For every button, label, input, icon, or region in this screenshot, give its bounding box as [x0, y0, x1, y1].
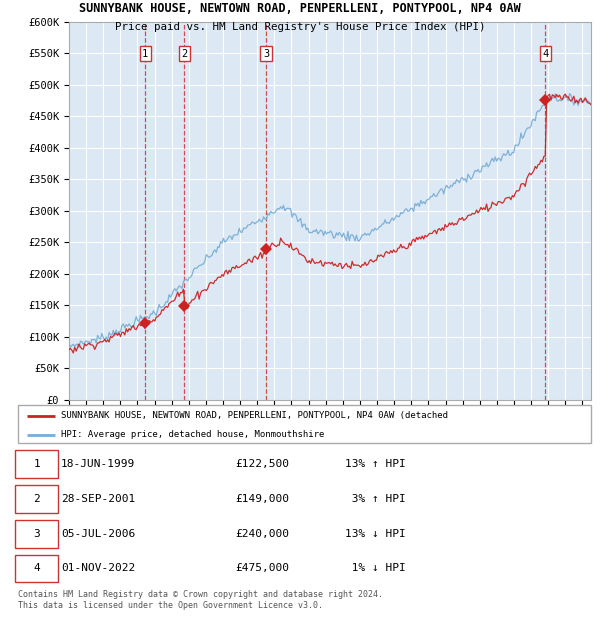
Text: 13% ↓ HPI: 13% ↓ HPI: [344, 529, 406, 539]
Text: 05-JUL-2006: 05-JUL-2006: [61, 529, 135, 539]
Text: 3: 3: [263, 49, 269, 59]
FancyBboxPatch shape: [15, 485, 58, 513]
FancyBboxPatch shape: [15, 450, 58, 478]
Text: 13% ↑ HPI: 13% ↑ HPI: [344, 459, 406, 469]
Text: 4: 4: [33, 564, 40, 574]
Text: Contains HM Land Registry data © Crown copyright and database right 2024.
This d: Contains HM Land Registry data © Crown c…: [18, 590, 383, 609]
Text: 18-JUN-1999: 18-JUN-1999: [61, 459, 135, 469]
Text: Price paid vs. HM Land Registry's House Price Index (HPI): Price paid vs. HM Land Registry's House …: [115, 22, 485, 32]
Text: SUNNYBANK HOUSE, NEWTOWN ROAD, PENPERLLENI, PONTYPOOL, NP4 0AW: SUNNYBANK HOUSE, NEWTOWN ROAD, PENPERLLE…: [79, 2, 521, 15]
FancyBboxPatch shape: [15, 554, 58, 582]
Text: £149,000: £149,000: [236, 494, 290, 503]
Text: 3% ↑ HPI: 3% ↑ HPI: [344, 494, 406, 503]
Text: 1: 1: [33, 459, 40, 469]
Text: 4: 4: [542, 49, 548, 59]
Text: 3: 3: [33, 529, 40, 539]
Text: £122,500: £122,500: [236, 459, 290, 469]
Text: 2: 2: [181, 49, 187, 59]
Text: 2: 2: [33, 494, 40, 503]
Text: 28-SEP-2001: 28-SEP-2001: [61, 494, 135, 503]
Text: SUNNYBANK HOUSE, NEWTOWN ROAD, PENPERLLENI, PONTYPOOL, NP4 0AW (detached: SUNNYBANK HOUSE, NEWTOWN ROAD, PENPERLLE…: [61, 411, 448, 420]
Text: £475,000: £475,000: [236, 564, 290, 574]
FancyBboxPatch shape: [18, 405, 591, 443]
Text: £240,000: £240,000: [236, 529, 290, 539]
FancyBboxPatch shape: [15, 520, 58, 547]
Text: 1: 1: [142, 49, 148, 59]
Text: 1% ↓ HPI: 1% ↓ HPI: [344, 564, 406, 574]
Text: HPI: Average price, detached house, Monmouthshire: HPI: Average price, detached house, Monm…: [61, 430, 325, 440]
Text: 01-NOV-2022: 01-NOV-2022: [61, 564, 135, 574]
